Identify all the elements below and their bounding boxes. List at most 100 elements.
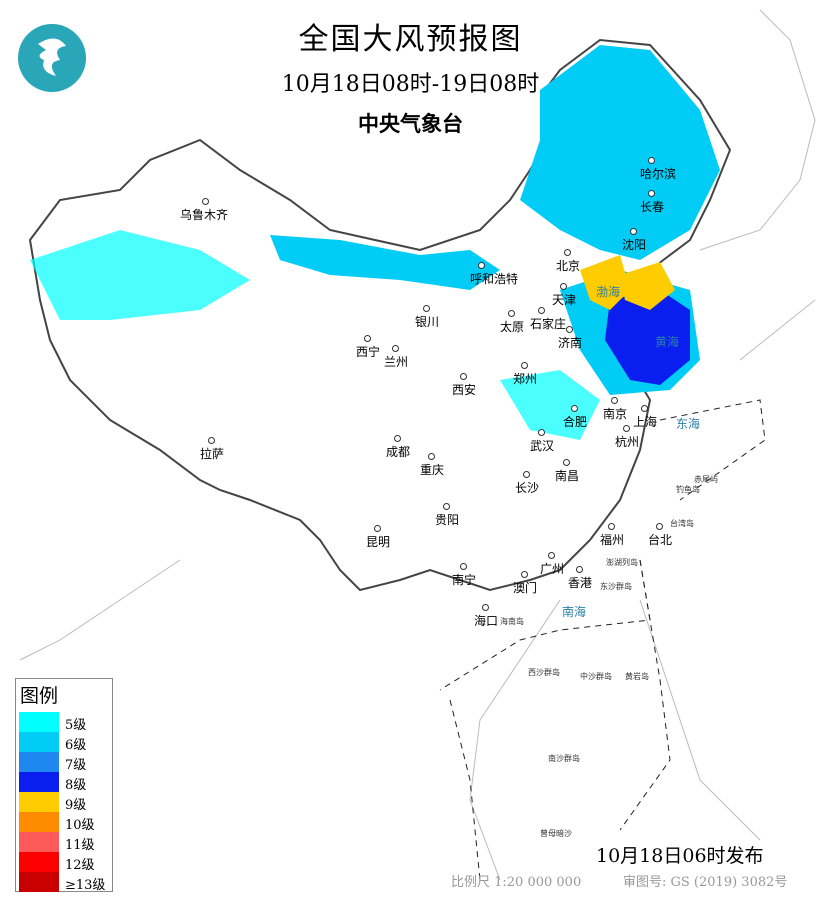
legend-label: 9级	[65, 798, 87, 813]
sea-boundaries	[439, 399, 766, 881]
wind-area-6	[270, 235, 500, 290]
city-label: 长春	[640, 200, 665, 214]
map-title: 全国大风预报图	[298, 22, 523, 57]
city-label: 贵阳	[435, 513, 460, 527]
city-marker	[443, 503, 450, 510]
legend-swatch	[19, 852, 59, 872]
city-marker	[648, 157, 655, 164]
city-label: 拉萨	[200, 447, 225, 461]
city-label: 合肥	[563, 415, 588, 429]
wind-areas	[30, 45, 720, 440]
sea-label: 东海	[676, 417, 701, 431]
city-label: 成都	[386, 445, 411, 459]
issue-time: 10月18日06时发布	[596, 845, 764, 867]
city-label: 石家庄	[530, 317, 567, 331]
city-label: 长沙	[515, 481, 540, 495]
city-marker	[478, 262, 485, 269]
city-label: 昆明	[366, 535, 391, 549]
city-label: 广州	[540, 562, 565, 576]
city-label: 杭州	[615, 435, 640, 449]
legend-item: 6级	[19, 732, 109, 753]
city-label: 西安	[452, 383, 477, 397]
city-marker	[560, 283, 567, 290]
legend-item: 12级	[19, 852, 109, 873]
city-label: 哈尔滨	[640, 167, 677, 181]
legend-item: 7级	[19, 752, 109, 773]
city-label: 澳门	[513, 581, 538, 595]
city-marker	[460, 563, 467, 570]
legend-item: 5级	[19, 712, 109, 733]
island-label: 南沙群岛	[548, 754, 580, 763]
island-label: 赤尾屿	[694, 475, 718, 484]
city-label: 乌鲁木齐	[180, 208, 229, 222]
city-label: 南昌	[555, 469, 580, 483]
city-label: 呼和浩特	[470, 272, 519, 286]
island-label: 东沙群岛	[600, 582, 632, 591]
island-label: 澎湖列岛	[606, 558, 638, 567]
city-marker	[521, 362, 528, 369]
legend-swatch	[19, 732, 59, 752]
legend-swatch	[19, 792, 59, 812]
wind-area-5	[500, 370, 600, 440]
wind-area-9	[620, 262, 675, 310]
wind-area-6	[520, 45, 720, 260]
city-marker	[482, 604, 489, 611]
sea-label: 南海	[562, 605, 587, 619]
city-marker	[521, 571, 528, 578]
city-marker	[548, 552, 555, 559]
city-marker	[563, 459, 570, 466]
agency: 中央气象台	[358, 111, 463, 136]
city-marker	[428, 453, 435, 460]
city-marker	[392, 345, 399, 352]
wind-area-8	[605, 290, 690, 385]
city-label: 武汉	[530, 439, 555, 453]
city-label: 西宁	[356, 345, 381, 359]
legend-label: 6级	[65, 738, 87, 753]
island-label: 钓鱼岛	[676, 485, 700, 494]
wind-area-9	[580, 255, 630, 310]
legend-title: 图例	[20, 685, 59, 707]
island-label: 黄岩岛	[625, 672, 649, 681]
legend: 图例 5级 6级 7级 8级 9级 10级 11级 12级 ≥13级	[15, 678, 113, 893]
review-number: 审图号: GS (2019) 3082号	[623, 875, 788, 890]
legend-label: 12级	[65, 858, 95, 873]
city-marker	[394, 435, 401, 442]
city-label: 太原	[500, 320, 525, 334]
legend-label: ≥13级	[65, 878, 106, 893]
city-marker	[576, 566, 583, 573]
legend-swatch	[19, 752, 59, 772]
sea-label: 渤海	[596, 285, 621, 299]
cma-logo	[18, 24, 86, 92]
city-label: 上海	[633, 415, 658, 429]
city-marker	[423, 305, 430, 312]
city-label: 重庆	[420, 463, 445, 477]
city-label: 北京	[556, 259, 581, 273]
legend-swatch	[19, 712, 59, 732]
city-label: 郑州	[513, 372, 538, 386]
city-label: 天津	[552, 293, 577, 307]
legend-label: 11级	[65, 838, 95, 853]
map-scale: 比例尺 1:20 000 000	[451, 875, 582, 890]
city-label: 南宁	[452, 573, 477, 587]
city-marker	[641, 405, 648, 412]
legend-swatch	[19, 812, 59, 832]
legend-label: 10级	[65, 818, 95, 833]
city-marker	[623, 425, 630, 432]
city-label: 南京	[603, 407, 628, 421]
island-label: 中沙群岛	[580, 672, 612, 681]
forecast-period: 10月18日08时-19日08时	[281, 72, 540, 97]
legend-item: ≥13级	[19, 872, 109, 893]
city-marker	[523, 471, 530, 478]
city-label: 银川	[415, 315, 440, 329]
city-marker	[611, 397, 618, 404]
city-marker	[630, 228, 637, 235]
legend-item: 9级	[19, 792, 109, 813]
city-label: 台北	[648, 533, 673, 547]
sea-label: 黄海	[655, 335, 680, 349]
city-marker	[538, 429, 545, 436]
city-label: 福州	[600, 533, 625, 547]
city-marker	[538, 307, 545, 314]
city-marker	[208, 437, 215, 444]
city-label: 济南	[558, 336, 583, 350]
